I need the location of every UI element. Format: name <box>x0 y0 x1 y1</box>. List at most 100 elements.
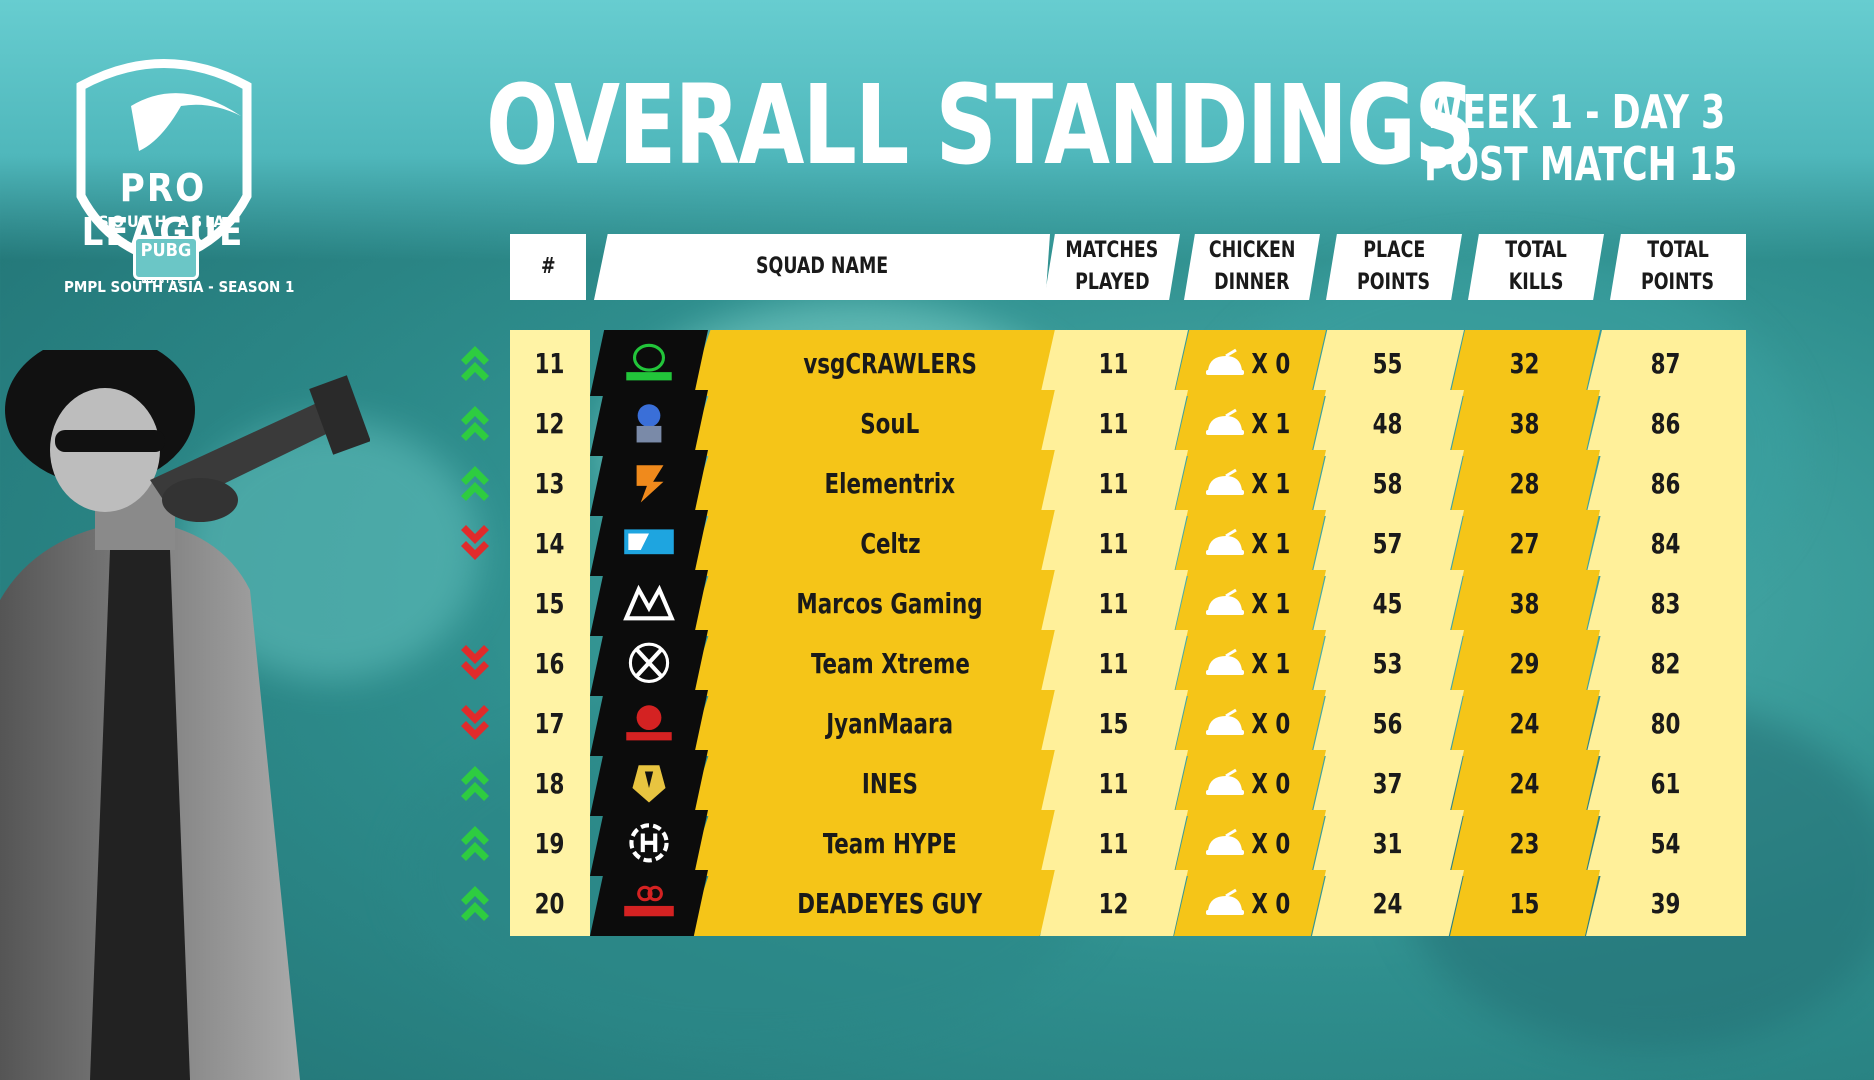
place-points-value: 48 <box>1373 406 1403 440</box>
rank-up-icon <box>461 886 489 921</box>
crawlers-logo-icon <box>618 338 680 388</box>
squad-name-cell: JyanMaara <box>688 690 1062 756</box>
total-points-cell: 61 <box>1586 750 1746 816</box>
total-kills-cell: 24 <box>1450 750 1600 816</box>
rank-cell: 15 <box>510 570 590 636</box>
rank-cell: 19 <box>510 810 590 876</box>
total-kills-cell: 24 <box>1450 690 1600 756</box>
place-points-value: 56 <box>1373 706 1403 740</box>
team-logo-cell <box>590 330 708 396</box>
place-points-value: 58 <box>1373 466 1403 500</box>
marcos-logo-icon <box>618 578 680 628</box>
chicken-dinner-cell: X 1 <box>1174 390 1326 456</box>
total-points-value: 83 <box>1651 586 1681 620</box>
shield-icon <box>76 59 252 266</box>
chicken-dinner-value: X 0 <box>1251 706 1291 740</box>
squad-name: SouL <box>860 406 920 440</box>
table-row: 18 INES 11 X 0 37 24 61 <box>461 750 1746 816</box>
total-points-value: 84 <box>1651 526 1681 560</box>
total-kills-value: 28 <box>1510 466 1540 500</box>
table-row: 13 Elementrix 11 X 1 58 28 86 <box>461 450 1746 516</box>
table-row: 20 DEADEYES GUY 12 X 0 24 15 39 <box>461 870 1746 936</box>
place-points-cell: 53 <box>1312 630 1464 696</box>
team-logo-cell <box>590 390 708 456</box>
rank-value: 14 <box>535 526 565 560</box>
xtreme-logo-icon <box>618 638 680 688</box>
rank-value: 19 <box>535 826 565 860</box>
rank-up-icon <box>461 466 489 501</box>
total-kills-cell: 32 <box>1450 330 1600 396</box>
place-points-value: 24 <box>1373 886 1403 920</box>
matches-played-value: 11 <box>1099 466 1129 500</box>
chicken-dinner-value: X 1 <box>1251 586 1291 620</box>
matches-played-cell: 11 <box>1040 390 1188 456</box>
squad-name-cell: INES <box>688 750 1062 816</box>
total-kills-cell: 29 <box>1450 630 1600 696</box>
elementrix-logo-icon <box>618 458 680 508</box>
rank-value: 18 <box>535 766 565 800</box>
total-kills-value: 32 <box>1510 346 1540 380</box>
squad-name: JyanMaara <box>826 706 954 740</box>
place-points-cell: 58 <box>1312 450 1464 516</box>
total-points-cell: 87 <box>1586 330 1746 396</box>
total-points-cell: 82 <box>1586 630 1746 696</box>
chicken-dinner-value: X 0 <box>1251 346 1291 380</box>
post-match-label: POST MATCH 15 <box>1424 137 1738 191</box>
team-logo-cell <box>590 510 708 576</box>
chicken-dinner-icon <box>1206 348 1245 375</box>
total-points-value: 80 <box>1651 706 1681 740</box>
matches-played-cell: 15 <box>1040 690 1188 756</box>
table-row: 14 Celtz 11 X 1 57 27 84 <box>461 510 1746 576</box>
team-logo-cell <box>590 870 708 936</box>
rank-cell: 14 <box>510 510 590 576</box>
total-points-value: 39 <box>1651 886 1681 920</box>
team-logo-cell <box>590 630 708 696</box>
page-title: OVERALL STANDINGS <box>486 61 1476 189</box>
chicken-dinner-cell: X 0 <box>1174 750 1326 816</box>
rank-up-icon <box>461 406 489 441</box>
team-logo-cell <box>590 750 708 816</box>
total-kills-value: 15 <box>1510 886 1540 920</box>
chicken-dinner-cell: X 1 <box>1174 510 1326 576</box>
chicken-dinner-value: X 0 <box>1251 826 1291 860</box>
table-row: 17 JyanMaara 15 X 0 56 24 80 <box>461 690 1746 756</box>
place-points-cell: 57 <box>1312 510 1464 576</box>
squad-name-cell: vsgCRAWLERS <box>688 330 1062 396</box>
total-points-value: 82 <box>1651 646 1681 680</box>
place-points-cell: 48 <box>1312 390 1464 456</box>
squad-name-cell: Marcos Gaming <box>688 570 1062 636</box>
total-kills-cell: 38 <box>1450 390 1600 456</box>
total-kills-value: 24 <box>1510 766 1540 800</box>
mobile-text: MOBILE <box>141 276 185 285</box>
place-points-cell: 37 <box>1312 750 1464 816</box>
chicken-dinner-icon <box>1206 408 1245 435</box>
squad-name: vsgCRAWLERS <box>803 346 977 380</box>
chicken-dinner-value: X 1 <box>1251 526 1291 560</box>
jyanmaara-logo-icon <box>618 698 680 748</box>
rank-cell: 17 <box>510 690 590 756</box>
squad-name-cell: DEADEYES GUY <box>688 870 1062 936</box>
chicken-dinner-icon <box>1206 588 1245 615</box>
chicken-dinner-value: X 1 <box>1251 466 1291 500</box>
chicken-dinner-value: X 0 <box>1251 766 1291 800</box>
chicken-dinner-value: X 0 <box>1251 886 1291 920</box>
header-total-kills: TOTAL KILLS <box>1468 234 1604 300</box>
pubg-badge: PUBG <box>133 236 199 280</box>
rank-value: 16 <box>535 646 565 680</box>
rank-cell: 16 <box>510 630 590 696</box>
total-kills-value: 24 <box>1510 706 1540 740</box>
total-points-cell: 84 <box>1586 510 1746 576</box>
chicken-dinner-icon <box>1206 468 1245 495</box>
place-points-value: 31 <box>1373 826 1403 860</box>
chicken-dinner-cell: X 0 <box>1174 870 1326 936</box>
rank-cell: 12 <box>510 390 590 456</box>
squad-name-cell: Elementrix <box>688 450 1062 516</box>
header-total-points: TOTAL POINTS <box>1610 234 1746 300</box>
total-kills-value: 27 <box>1510 526 1540 560</box>
table-row: 16 Team Xtreme 11 X 1 53 29 82 <box>461 630 1746 696</box>
chicken-dinner-icon <box>1206 708 1245 735</box>
squad-name: Elementrix <box>824 466 956 500</box>
chicken-dinner-cell: X 1 <box>1174 570 1326 636</box>
squad-name-cell: SouL <box>688 390 1062 456</box>
place-points-cell: 55 <box>1312 330 1464 396</box>
